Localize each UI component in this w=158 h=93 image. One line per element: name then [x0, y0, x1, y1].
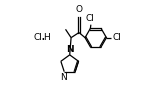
- Text: N: N: [66, 45, 74, 54]
- Text: N: N: [60, 73, 67, 82]
- Text: ·: ·: [41, 33, 46, 48]
- Text: O: O: [76, 5, 82, 14]
- Text: Cl: Cl: [112, 33, 121, 42]
- Text: Cl: Cl: [34, 33, 43, 42]
- Text: H: H: [44, 33, 50, 42]
- Text: Cl: Cl: [85, 14, 94, 23]
